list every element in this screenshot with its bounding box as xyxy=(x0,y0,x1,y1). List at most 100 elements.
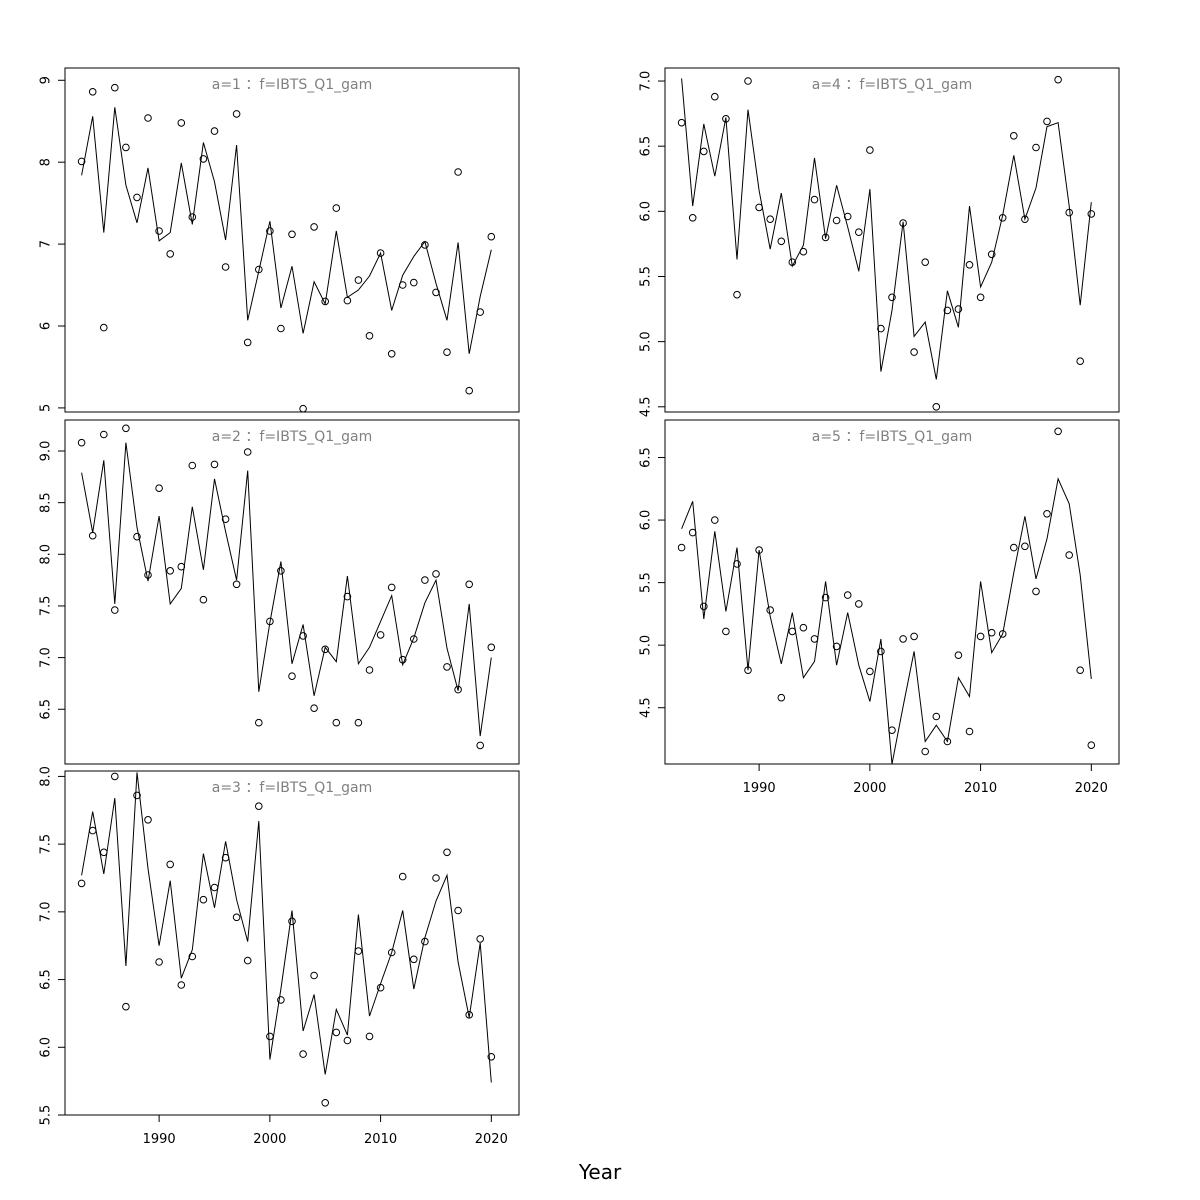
data-point xyxy=(133,193,141,202)
x-tick-label: 1990 xyxy=(743,781,776,796)
data-point xyxy=(210,127,219,135)
y-tick-label: 4.5 xyxy=(639,396,654,417)
data-point xyxy=(832,216,841,225)
data-point xyxy=(155,227,163,235)
data-point xyxy=(155,958,163,966)
plot-area xyxy=(677,75,1096,411)
data-point xyxy=(799,623,808,632)
data-point xyxy=(100,323,108,332)
panel-3: a=3 ：f=IBTS_Q1_gam 5.5 6.0 6.5 7.0 7.5 8.0 1990… xyxy=(39,766,520,1147)
data-point xyxy=(487,643,496,652)
data-point xyxy=(111,772,119,781)
y-tick-label: 6.5 xyxy=(639,136,654,157)
data-point xyxy=(376,249,385,257)
data-point xyxy=(432,874,440,882)
data-point xyxy=(122,424,130,433)
plot-area xyxy=(77,83,496,412)
data-point xyxy=(243,338,252,347)
panel-frame xyxy=(64,67,520,413)
data-point xyxy=(343,296,352,305)
data-point xyxy=(910,632,918,641)
data-point xyxy=(443,348,451,357)
panel-title: a=2 ：f=IBTS_Q1_gam xyxy=(212,429,373,445)
y-tick-label: 5.5 xyxy=(39,1105,54,1126)
panel-2: a=2 ：f=IBTS_Q1_gam 6.5 7.0 7.5 8.0 8.5 9.0 xyxy=(39,419,520,765)
x-tick-label: 2020 xyxy=(1075,781,1108,796)
y-tick-label: 6.0 xyxy=(39,1037,54,1058)
data-point xyxy=(443,848,451,857)
data-point xyxy=(454,685,462,694)
data-point xyxy=(1043,117,1051,126)
data-point xyxy=(476,935,485,943)
data-point xyxy=(832,642,841,651)
data-point xyxy=(1054,427,1062,436)
data-point xyxy=(1021,542,1029,551)
data-point xyxy=(88,88,97,96)
data-point xyxy=(232,110,241,118)
data-point xyxy=(432,288,440,297)
data-point xyxy=(155,484,163,493)
data-point xyxy=(199,155,208,163)
data-point xyxy=(1076,666,1084,675)
data-point xyxy=(199,895,208,904)
data-point xyxy=(310,971,318,980)
data-point xyxy=(210,883,219,892)
data-point xyxy=(921,747,930,756)
data-point xyxy=(711,516,719,524)
data-point xyxy=(700,602,708,611)
data-point xyxy=(943,306,952,315)
data-point xyxy=(100,430,108,439)
y-tick-label: 5.5 xyxy=(639,266,654,287)
x-tick-label: 2020 xyxy=(475,1132,508,1147)
data-point xyxy=(354,718,363,727)
data-point xyxy=(866,667,874,676)
data-point xyxy=(111,606,119,614)
data-point xyxy=(954,651,963,660)
data-point xyxy=(199,595,208,604)
data-point xyxy=(387,350,396,358)
x-tick-label: 2010 xyxy=(364,1132,397,1147)
data-point xyxy=(133,532,141,541)
figure-x-axis-label: Year xyxy=(578,1160,622,1184)
panel-title: a=3 ：f=IBTS_Q1_gam xyxy=(212,780,373,796)
panel-1: a=1 ：f=IBTS_Q1_gam 5 6 7 8 9 xyxy=(39,67,520,413)
y-tick-label: 4.5 xyxy=(639,697,654,718)
data-point xyxy=(288,230,296,239)
data-point xyxy=(410,955,418,964)
data-point xyxy=(365,1032,374,1041)
y-tick-label: 9.0 xyxy=(39,441,54,462)
data-point xyxy=(1065,551,1073,559)
y-tick-label: 6.5 xyxy=(639,447,654,468)
y-tick-label: 5.0 xyxy=(639,331,654,352)
data-point xyxy=(288,672,296,681)
data-point xyxy=(254,802,263,811)
y-tick-label: 6.0 xyxy=(639,201,654,222)
data-point xyxy=(166,567,174,575)
data-point xyxy=(321,645,330,654)
data-point xyxy=(332,204,341,212)
data-point xyxy=(677,118,686,127)
data-point xyxy=(232,580,241,589)
data-point xyxy=(465,386,474,395)
data-point xyxy=(487,232,496,241)
plot-area xyxy=(677,427,1096,764)
data-point xyxy=(77,438,86,447)
y-tick-label: 7.0 xyxy=(639,71,654,92)
data-point xyxy=(277,996,285,1004)
data-point xyxy=(332,1028,341,1037)
fitted-line xyxy=(81,107,492,354)
x-tick-label: 2000 xyxy=(853,781,886,796)
panel-frame xyxy=(664,419,1120,765)
data-point xyxy=(899,635,907,643)
data-point xyxy=(144,571,152,579)
y-tick-label: 8 xyxy=(39,158,54,166)
data-point xyxy=(711,92,719,101)
y-tick-label: 5.5 xyxy=(639,572,654,593)
data-point xyxy=(210,460,219,469)
data-point xyxy=(733,290,741,299)
data-point xyxy=(266,227,274,235)
panel-title: a=4 ：f=IBTS_Q1_gam xyxy=(812,77,973,93)
data-point xyxy=(965,261,974,269)
fitted-line xyxy=(81,772,492,1083)
